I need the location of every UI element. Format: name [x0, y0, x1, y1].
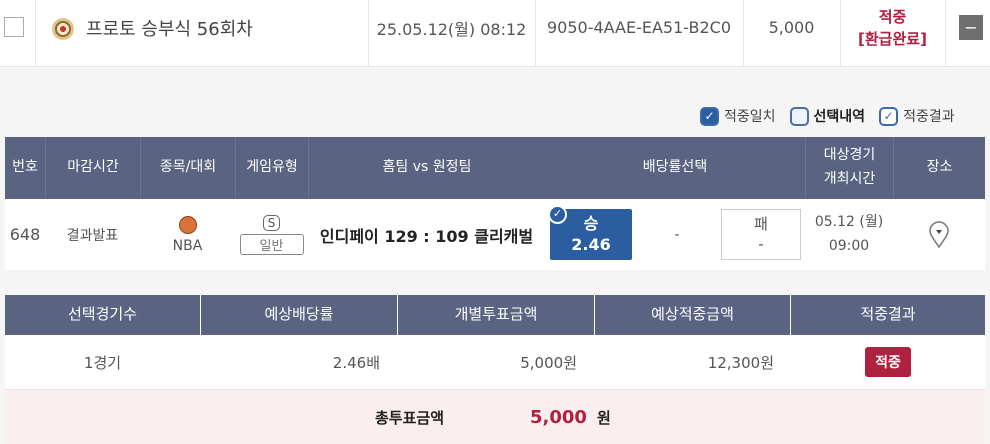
ticket-row: 프로토 승부식 56회차 25.05.12(월) 08:12 9050-4AAE…	[0, 0, 990, 67]
filter-bar: ✓ 적중일치 선택내역 ✓ 적중결과	[700, 106, 955, 126]
status-refund: [환급완료]	[858, 30, 927, 48]
location-pin-icon[interactable]	[893, 199, 985, 270]
league-name: NBA	[172, 237, 203, 254]
win-odds: 2.46	[571, 234, 611, 254]
filter-hit-match[interactable]: ✓ 적중일치	[700, 106, 776, 126]
filter-label: 적중일치	[724, 109, 776, 125]
win-odds-button[interactable]: 승 2.46 ✓	[548, 205, 632, 260]
summary-header: 선택경기수 예상배당률 개별투표금액 예상적중금액 적중결과	[5, 295, 985, 335]
filter-label: 적중결과	[903, 109, 955, 125]
col-venue: 장소	[893, 137, 985, 199]
basketball-icon	[178, 215, 197, 234]
col-expected-odds: 예상배당률	[200, 295, 397, 335]
type-label: 일반	[239, 233, 304, 255]
col-number: 번호	[12, 159, 38, 176]
selected-check-icon: ✓	[548, 205, 567, 224]
match-teams: 인디페이 129 : 109 클리캐벌	[319, 226, 534, 246]
total-value: 5,000	[530, 406, 587, 428]
collapse-button[interactable]: −	[959, 15, 983, 40]
lose-odds: -	[758, 234, 764, 253]
checkbox-check-icon[interactable]: ✓	[879, 106, 899, 126]
col-label: 개최시간	[823, 171, 876, 187]
lose-odds-button[interactable]: 패 -	[721, 209, 801, 260]
filter-label: 선택내역	[813, 109, 866, 125]
filter-selection[interactable]: 선택내역	[789, 106, 866, 126]
total-label: 총투표금액	[375, 408, 445, 427]
checkbox-empty-icon[interactable]	[789, 106, 809, 126]
summary-row: 1경기 2.46배 5,000원 12,300원 적중	[5, 335, 985, 390]
draw-odds: -	[674, 226, 680, 243]
col-games: 선택경기수	[67, 305, 137, 324]
col-bet-amount: 개별투표금액	[397, 295, 594, 335]
filter-hit-result[interactable]: ✓ 적중결과	[879, 106, 955, 126]
match-date: 05.12 (월)	[814, 213, 884, 230]
match-number: 648	[9, 225, 41, 244]
col-result: 적중결과	[790, 295, 985, 335]
col-label: 대상경기	[823, 147, 876, 164]
total-row: 총투표금액 5,000 원	[5, 390, 985, 444]
target-icon	[52, 18, 74, 40]
win-label: 승	[583, 213, 599, 233]
match-row: 648 결과발표 NBA S 일반 인디페이 129 : 109 클리캐벌 승 …	[5, 199, 985, 270]
col-deadline: 마감시간	[45, 137, 140, 199]
result-badge: 적중	[865, 347, 911, 377]
match-type: S 일반	[235, 199, 308, 270]
ticket-title[interactable]: 프로토 승부식 56회차	[86, 18, 253, 40]
checkbox-checked-icon[interactable]: ✓	[700, 106, 719, 126]
col-expected-win: 예상적중금액	[594, 295, 790, 335]
ticket-status: 적중 [환급완료]	[840, 2, 945, 54]
expected-win: 12,300원	[707, 354, 774, 372]
games-count: 1경기	[83, 354, 122, 372]
type-badge: S	[262, 214, 281, 231]
status-hit: 적중	[878, 7, 907, 26]
col-game-type: 게임유형	[235, 137, 308, 199]
ticket-id: 9050-4AAE-EA51-B2C0	[546, 18, 731, 37]
lose-label: 패	[754, 215, 768, 233]
match-league: NBA	[140, 199, 235, 270]
ticket-date: 25.05.12(월) 08:12	[376, 19, 527, 39]
match-deadline: 결과발표	[66, 227, 119, 244]
col-teams: 홈팀 vs 원정팀	[308, 137, 545, 199]
col-league: 종목/대회	[140, 137, 235, 199]
ticket-amount: 5,000	[768, 18, 815, 37]
total-unit: 원	[597, 408, 611, 427]
expected-odds: 2.46배	[332, 354, 380, 372]
match-datetime: 05.12 (월) 09:00	[805, 199, 893, 270]
match-time: 09:00	[828, 237, 870, 254]
col-odds: 배당률선택	[642, 159, 708, 176]
ticket-checkbox[interactable]	[4, 17, 24, 37]
bet-amount: 5,000원	[520, 354, 577, 372]
